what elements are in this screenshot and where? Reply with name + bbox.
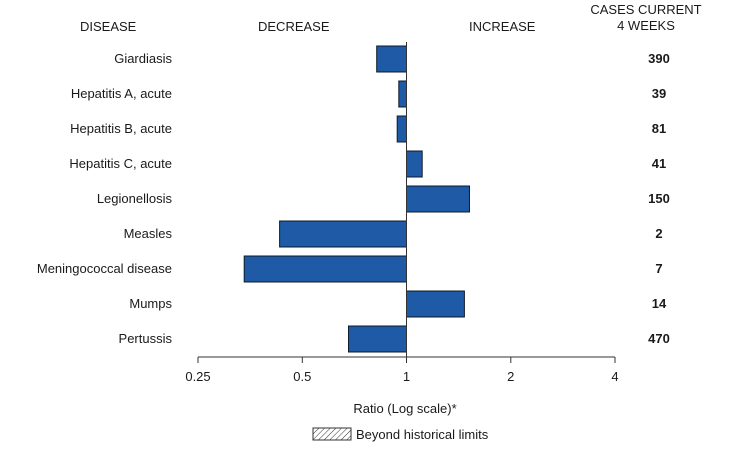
case-count: 150: [648, 191, 670, 206]
category-label: Hepatitis B, acute: [70, 121, 172, 136]
category-labels: Giardiasis Hepatitis A, acute Hepatitis B,…: [37, 51, 173, 346]
bar: [376, 45, 408, 73]
x-axis-label: Ratio (Log scale)*: [353, 401, 456, 416]
header-cases-line2: 4 WEEKS: [617, 18, 675, 33]
case-count: 39: [652, 86, 666, 101]
header-decrease: DECREASE: [258, 19, 330, 34]
case-count: 7: [655, 261, 662, 276]
case-count: 14: [652, 296, 667, 311]
x-tick-label: 0.25: [185, 369, 210, 384]
category-label: Hepatitis C, acute: [69, 156, 172, 171]
x-axis: 0.25 0.5 1 2 4: [185, 356, 619, 384]
x-tick-label: 1: [403, 369, 410, 384]
bar: [406, 150, 423, 178]
category-label: Giardiasis: [114, 51, 172, 66]
case-count: 81: [652, 121, 666, 136]
category-label: Mumps: [129, 296, 172, 311]
category-label: Measles: [124, 226, 173, 241]
bar: [406, 185, 470, 213]
bar: [243, 255, 407, 283]
bar: [398, 80, 407, 108]
header-cases-line1: CASES CURRENT: [590, 2, 701, 17]
category-label: Meningococcal disease: [37, 261, 172, 276]
x-tick-label: 4: [611, 369, 618, 384]
bars: [243, 45, 470, 353]
case-count: 2: [655, 226, 662, 241]
case-counts: 390 39 81 41 150 2 7 14 470: [648, 51, 670, 346]
header-disease: DISEASE: [80, 19, 137, 34]
x-tick-label: 2: [507, 369, 514, 384]
case-count: 470: [648, 331, 670, 346]
legend-label: Beyond historical limits: [356, 427, 489, 442]
legend-swatch: [312, 427, 352, 441]
category-label: Hepatitis A, acute: [71, 86, 172, 101]
bar: [279, 220, 408, 248]
bar: [348, 325, 407, 353]
x-tick-label: 0.5: [293, 369, 311, 384]
bar: [406, 290, 465, 318]
case-count: 41: [652, 156, 666, 171]
category-label: Pertussis: [119, 331, 173, 346]
header-increase: INCREASE: [469, 19, 536, 34]
category-label: Legionellosis: [97, 191, 173, 206]
case-count: 390: [648, 51, 670, 66]
legend: Beyond historical limits: [312, 427, 489, 442]
bar: [396, 115, 408, 143]
